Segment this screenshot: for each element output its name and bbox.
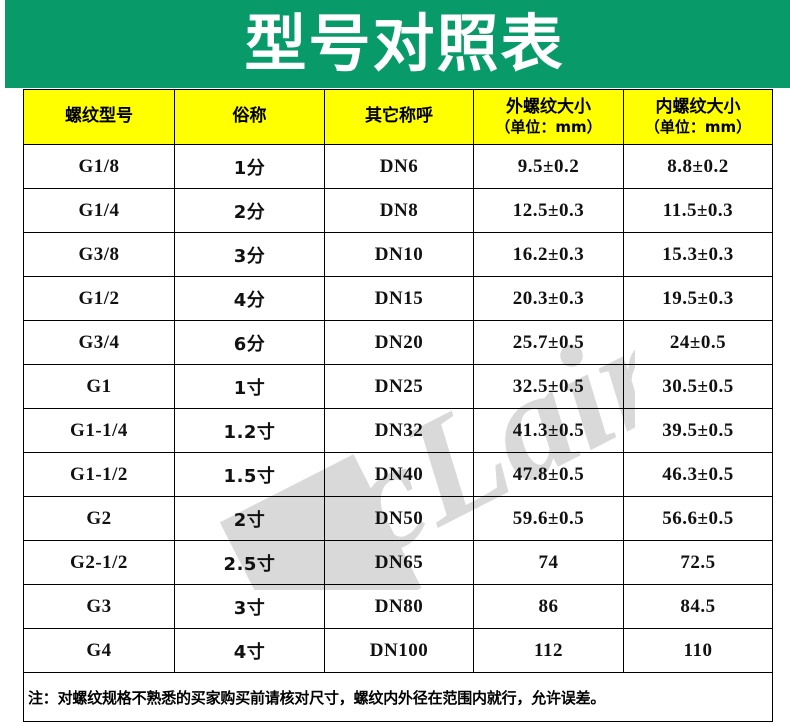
cell-common-name: 3分: [174, 232, 325, 277]
cell-common-name: 4分: [174, 276, 325, 321]
column-header-label: 俗称: [232, 106, 267, 127]
cell-inner-thread-size: 15.3±0.3: [623, 232, 773, 277]
cell-other-name: DN25: [324, 364, 474, 409]
cell-outer-thread-size: 86: [473, 584, 624, 629]
table-row: G3/8 3分 DN10 16.2±0.3 15.3±0.3: [23, 232, 773, 277]
table-footer-row: 注：对螺纹规格不熟悉的买家购买前请核对尺寸，螺纹内外径在范围内就行，允许误差。: [23, 672, 773, 722]
table-row: G1/8 1分 DN6 9.5±0.2 8.8±0.2: [23, 144, 773, 189]
cell-thread-model: G1/4: [23, 188, 175, 233]
cell-other-name: DN65: [324, 540, 474, 585]
cell-common-name: 2分: [174, 188, 325, 233]
table-row: G2 2寸 DN50 59.6±0.5 56.6±0.5: [23, 496, 773, 541]
cell-common-name: 1.5寸: [174, 452, 325, 497]
cell-other-name: DN10: [324, 232, 474, 277]
table-row: G1/2 4分 DN15 20.3±0.3 19.5±0.3: [23, 276, 773, 321]
cell-outer-thread-size: 16.2±0.3: [473, 232, 624, 277]
page-title: 型号对照表: [244, 7, 565, 80]
cell-thread-model: G1/8: [23, 144, 175, 189]
cell-common-name: 3寸: [174, 584, 325, 629]
cell-common-name: 4寸: [174, 628, 325, 673]
cell-other-name: DN32: [324, 408, 474, 453]
cell-inner-thread-size: 72.5: [623, 540, 773, 585]
cell-inner-thread-size: 46.3±0.5: [623, 452, 773, 497]
cell-thread-model: G1-1/4: [23, 408, 175, 453]
cell-other-name: DN100: [324, 628, 474, 673]
column-header-inner-thread-size: 内螺纹大小 （单位：mm）: [623, 89, 773, 145]
cell-other-name: DN40: [324, 452, 474, 497]
thread-spec-table: 螺纹型号 俗称 其它称呼 外螺纹大小 （单位：mm） 内螺纹大小 （单位：mm）…: [23, 89, 773, 722]
cell-common-name: 1分: [174, 144, 325, 189]
cell-outer-thread-size: 74: [473, 540, 624, 585]
cell-outer-thread-size: 20.3±0.3: [473, 276, 624, 321]
table-row: G4 4寸 DN100 112 110: [23, 628, 773, 673]
column-header-label: 其它称呼: [365, 106, 433, 127]
table-row: G1/4 2分 DN8 12.5±0.3 11.5±0.3: [23, 188, 773, 233]
cell-other-name: DN6: [324, 144, 474, 189]
cell-thread-model: G3/4: [23, 320, 175, 365]
cell-outer-thread-size: 32.5±0.5: [473, 364, 624, 409]
column-header-outer-thread-size: 外螺纹大小 （单位：mm）: [473, 89, 624, 145]
column-header-label: 螺纹型号: [65, 106, 133, 127]
cell-common-name: 2寸: [174, 496, 325, 541]
cell-common-name: 1寸: [174, 364, 325, 409]
column-header-label: 外螺纹大小: [506, 97, 591, 117]
column-header-common-name: 俗称: [174, 89, 325, 145]
table-footer: 注：对螺纹规格不熟悉的买家购买前请核对尺寸，螺纹内外径在范围内就行，允许误差。: [23, 672, 773, 722]
cell-outer-thread-size: 112: [473, 628, 624, 673]
cell-inner-thread-size: 24±0.5: [623, 320, 773, 365]
table-header: 螺纹型号 俗称 其它称呼 外螺纹大小 （单位：mm） 内螺纹大小 （单位：mm）: [23, 89, 773, 145]
cell-thread-model: G1: [23, 364, 175, 409]
cell-inner-thread-size: 84.5: [623, 584, 773, 629]
cell-thread-model: G4: [23, 628, 175, 673]
cell-inner-thread-size: 30.5±0.5: [623, 364, 773, 409]
cell-other-name: DN8: [324, 188, 474, 233]
table-row: G1-1/4 1.2寸 DN32 41.3±0.5 39.5±0.5: [23, 408, 773, 453]
cell-inner-thread-size: 8.8±0.2: [623, 144, 773, 189]
table-row: G3/4 6分 DN20 25.7±0.5 24±0.5: [23, 320, 773, 365]
cell-outer-thread-size: 9.5±0.2: [473, 144, 624, 189]
cell-common-name: 1.2寸: [174, 408, 325, 453]
cell-common-name: 2.5寸: [174, 540, 325, 585]
cell-inner-thread-size: 11.5±0.3: [623, 188, 773, 233]
cell-inner-thread-size: 39.5±0.5: [623, 408, 773, 453]
table-body: G1/8 1分 DN6 9.5±0.2 8.8±0.2 G1/4 2分 DN8 12.5±0.3…: [23, 144, 773, 673]
column-header-unit: （单位：mm）: [644, 118, 752, 137]
cell-other-name: DN80: [324, 584, 474, 629]
cell-thread-model: G3/8: [23, 232, 175, 277]
column-header-unit: （单位：mm）: [495, 118, 602, 137]
column-header-thread-model: 螺纹型号: [23, 89, 175, 145]
table-row: G1 1寸 DN25 32.5±0.5 30.5±0.5: [23, 364, 773, 409]
cell-thread-model: G2: [23, 496, 175, 541]
cell-outer-thread-size: 47.8±0.5: [473, 452, 624, 497]
column-header-other-name: 其它称呼: [324, 89, 474, 145]
footer-note: 注：对螺纹规格不熟悉的买家购买前请核对尺寸，螺纹内外径在范围内就行，允许误差。: [23, 672, 773, 722]
cell-inner-thread-size: 56.6±0.5: [623, 496, 773, 541]
cell-outer-thread-size: 25.7±0.5: [473, 320, 624, 365]
cell-common-name: 6分: [174, 320, 325, 365]
cell-inner-thread-size: 110: [623, 628, 773, 673]
title-banner: 型号对照表: [5, 0, 790, 88]
cell-thread-model: G2-1/2: [23, 540, 175, 585]
cell-other-name: DN20: [324, 320, 474, 365]
cell-other-name: DN50: [324, 496, 474, 541]
cell-outer-thread-size: 41.3±0.5: [473, 408, 624, 453]
cell-outer-thread-size: 12.5±0.3: [473, 188, 624, 233]
cell-thread-model: G3: [23, 584, 175, 629]
cell-inner-thread-size: 19.5±0.3: [623, 276, 773, 321]
column-header-label: 内螺纹大小: [655, 97, 741, 117]
cell-thread-model: G1-1/2: [23, 452, 175, 497]
cell-outer-thread-size: 59.6±0.5: [473, 496, 624, 541]
table-header-row: 螺纹型号 俗称 其它称呼 外螺纹大小 （单位：mm） 内螺纹大小 （单位：mm）: [23, 89, 773, 145]
cell-thread-model: G1/2: [23, 276, 175, 321]
cell-other-name: DN15: [324, 276, 474, 321]
table-row: G3 3寸 DN80 86 84.5: [23, 584, 773, 629]
table-row: G2-1/2 2.5寸 DN65 74 72.5: [23, 540, 773, 585]
table-row: G1-1/2 1.5寸 DN40 47.8±0.5 46.3±0.5: [23, 452, 773, 497]
